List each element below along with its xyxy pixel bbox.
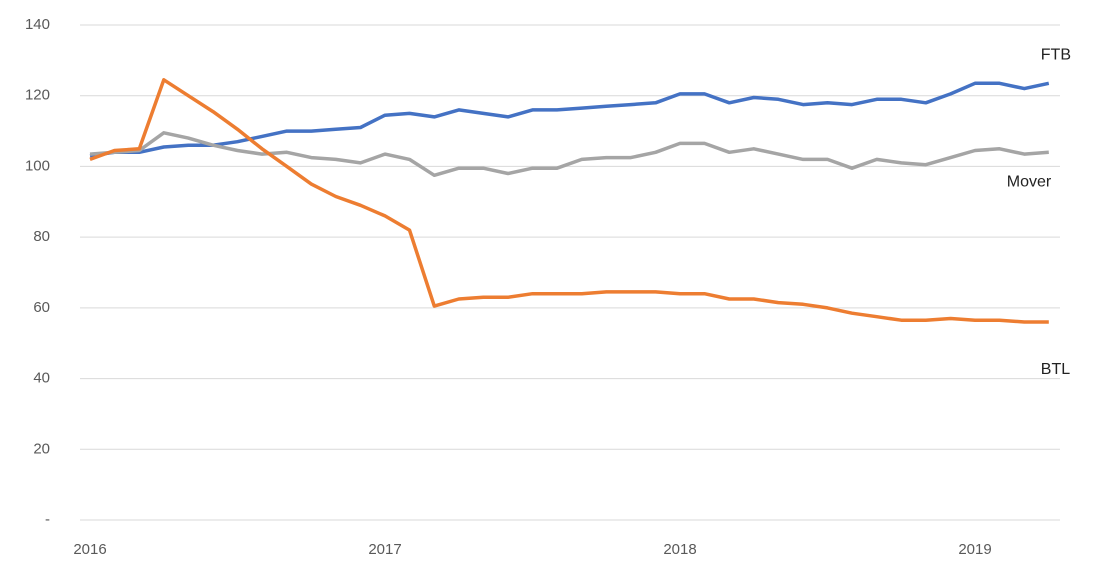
series-line (89, 78, 1049, 324)
x-tick-label: 2019 (958, 541, 991, 558)
series-line (89, 131, 1049, 178)
x-tick-label: 2016 (73, 541, 106, 558)
y-tick-label: 80 (33, 228, 50, 245)
y-tick-label: 20 (33, 440, 50, 457)
series-label: BTL (1041, 361, 1070, 378)
series-label: FTB (1041, 47, 1071, 64)
series-line (89, 81, 1050, 158)
x-tick-label: 2017 (368, 541, 401, 558)
series-label: Mover (1007, 174, 1052, 191)
y-tick-label: 60 (33, 299, 50, 316)
y-tick-label: 140 (25, 16, 50, 33)
y-tick-label: 40 (33, 370, 50, 387)
y-tick-label: 100 (25, 157, 50, 174)
y-tick-label: 120 (25, 87, 50, 104)
x-tick-label: 2018 (663, 541, 696, 558)
y-tick-label: - (45, 511, 50, 528)
